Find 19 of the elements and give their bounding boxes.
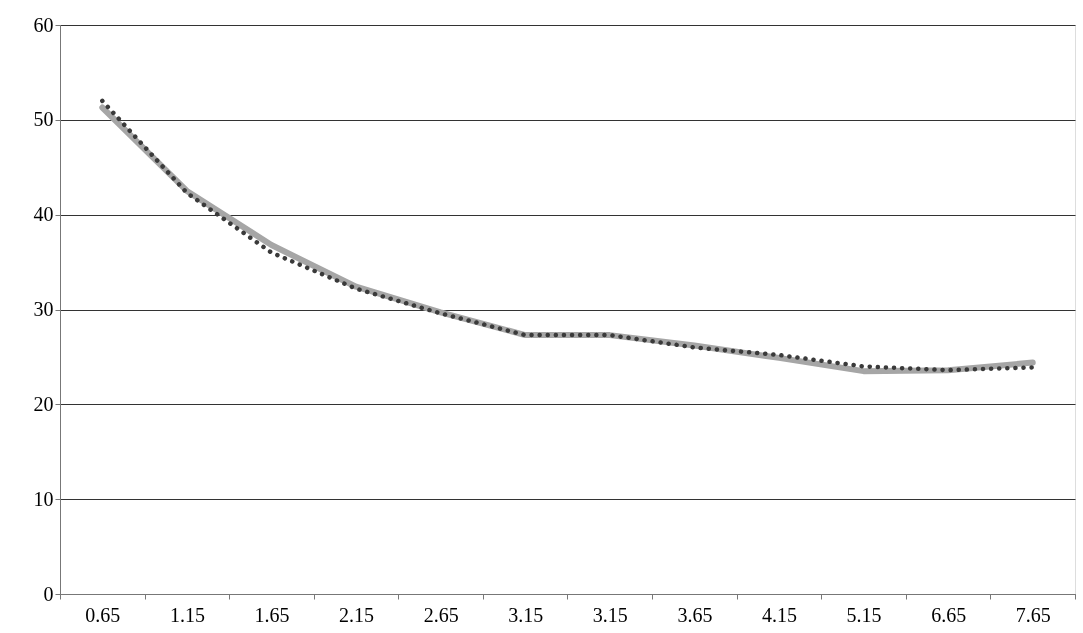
x-tick-label: 2.65: [423, 603, 459, 626]
x-tick-label: 0.65: [85, 603, 121, 626]
y-tick-label: 0: [43, 582, 54, 605]
x-tick-label: 3.15: [508, 603, 544, 626]
x-tick-label: 1.65: [254, 603, 290, 626]
x-tick-label: 6.65: [931, 603, 967, 626]
y-tick-label: 60: [33, 13, 54, 36]
x-tick-label: 3.15: [592, 603, 628, 626]
y-tick-label: 50: [33, 108, 54, 131]
x-tick-label: 1.15: [169, 603, 205, 626]
x-tick-label: 3.65: [677, 603, 713, 626]
y-tick-label: 10: [33, 487, 54, 510]
y-tick-label: 20: [33, 392, 54, 415]
x-tick-label: 2.15: [339, 603, 375, 626]
x-tick-label: 5.15: [846, 603, 882, 626]
y-tick-label: 40: [33, 203, 54, 226]
x-tick-label: 4.15: [761, 603, 797, 626]
x-tick-label: 7.65: [1015, 603, 1051, 626]
y-tick-label: 30: [33, 298, 54, 320]
